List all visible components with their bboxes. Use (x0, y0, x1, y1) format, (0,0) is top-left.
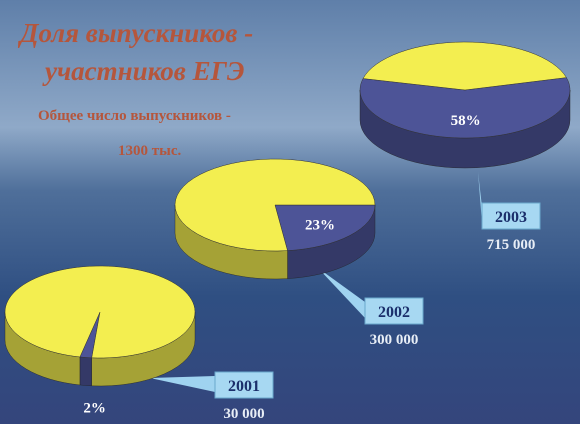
year-label: 2001 (228, 378, 260, 395)
value-label: 2% (83, 400, 106, 416)
total-label: 300 000 (370, 332, 419, 348)
value-label: 58% (451, 113, 481, 129)
year-label: 2003 (495, 209, 527, 226)
total-label: 715 000 (487, 237, 536, 253)
subtitle: Общее число выпускников - (38, 108, 231, 124)
chart-title: Доля выпускников - (17, 18, 253, 48)
pie-slice (5, 266, 195, 358)
total-label: 30 000 (223, 406, 264, 422)
chart: Доля выпускников - участников ЕГЭ Общее … (0, 0, 580, 424)
year-label: 2002 (378, 304, 410, 321)
chart-title: участников ЕГЭ (42, 56, 245, 86)
subtitle: 1300 тыс. (118, 143, 181, 159)
value-label: 23% (305, 217, 335, 233)
pie-side (80, 357, 92, 386)
